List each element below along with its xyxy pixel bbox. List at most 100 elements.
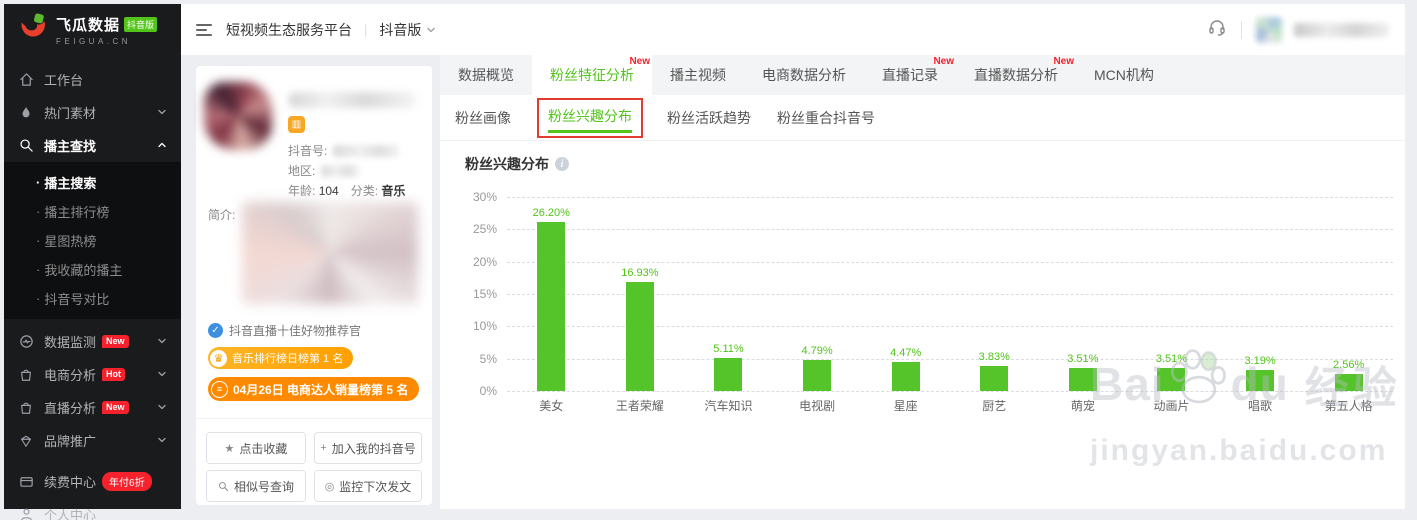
hot-badge: Hot	[102, 368, 126, 381]
bar-slot: 5.11%	[684, 197, 773, 391]
similar-account-button[interactable]: 相似号查询	[206, 470, 306, 502]
bar-美女[interactable]	[537, 221, 566, 391]
sidebar-item-workbench[interactable]: 工作台	[4, 63, 181, 96]
region-censored	[321, 164, 360, 177]
sidebar-item-renewal-center[interactable]: 续费中心 年付6折	[4, 465, 181, 498]
bar-唱歌[interactable]	[1246, 370, 1275, 391]
main-tabs: 数据概览 粉丝特征分析 New 播主视频 电商数据分析 直播记录 New 直播数…	[440, 55, 1405, 95]
chevron-down-icon	[157, 367, 167, 382]
monitor-post-button[interactable]: ◎ 监控下次发文	[314, 470, 422, 502]
bar-value-label: 3.51%	[1067, 353, 1099, 366]
headset-icon[interactable]	[1207, 17, 1227, 42]
verified-check-icon: ✓	[208, 323, 223, 338]
sidebar: 飞瓜数据 抖音版 FEIGUA.CN 工作台 热门素材 播主查找	[4, 4, 181, 520]
subtab-fan-portrait[interactable]: 粉丝画像	[455, 109, 511, 126]
star-icon: ★	[224, 442, 235, 455]
bar-动画片[interactable]	[1157, 368, 1186, 391]
sidebar-item-brand-promotion[interactable]: 品牌推广	[4, 424, 181, 457]
new-badge: New	[102, 401, 129, 414]
music-rank-badge[interactable]: ♛ 音乐排行榜日榜第 1 名	[208, 347, 354, 369]
sidebar-item-account-compare[interactable]: 抖音号对比	[4, 284, 181, 313]
bar-电视剧[interactable]	[803, 360, 832, 391]
top-header: 短视频生态服务平台 | 抖音版	[181, 4, 1405, 55]
bar-王者荣耀[interactable]	[625, 281, 654, 391]
subtab-fan-overlap[interactable]: 粉丝重合抖音号	[777, 109, 875, 126]
bar-value-label: 2.56%	[1333, 359, 1365, 372]
card-icon	[18, 474, 34, 490]
sales-rank-badge[interactable]: ≡ 04月26日 电商达人销量榜第 5 名	[208, 377, 420, 401]
x-label: 第五人格	[1324, 399, 1373, 413]
sidebar-item-favorite-streamers[interactable]: 我收藏的播主	[4, 255, 181, 284]
tab-fan-analysis[interactable]: 粉丝特征分析 New	[532, 55, 652, 95]
x-label: 汽车知识	[704, 399, 753, 413]
subtab-fan-activity[interactable]: 粉丝活跃趋势	[667, 109, 751, 126]
search-icon	[218, 481, 229, 492]
y-tick: 0%	[479, 384, 497, 398]
brand-logo[interactable]: 飞瓜数据 抖音版 FEIGUA.CN	[4, 4, 181, 55]
tab-live-records[interactable]: 直播记录 New	[882, 56, 954, 83]
y-tick: 20%	[472, 254, 497, 269]
bar-value-label: 3.19%	[1244, 355, 1276, 368]
sidebar-item-streamer-search[interactable]: 播主搜索	[4, 168, 181, 197]
user-name-censored[interactable]	[1294, 22, 1389, 37]
bar-厨艺[interactable]	[980, 366, 1009, 391]
bar-value-label: 5.11%	[713, 343, 744, 355]
bar-汽车知识[interactable]	[714, 358, 743, 391]
gridline	[507, 391, 1393, 392]
rank-list-icon: ≡	[211, 380, 228, 398]
x-label: 电视剧	[799, 399, 836, 413]
bar-slot: 3.83%	[950, 197, 1039, 391]
sidebar-item-personal-center[interactable]: 个人中心	[4, 498, 181, 520]
sidebar-item-live-analysis[interactable]: 直播分析 New	[4, 391, 181, 424]
fan-subtabs: 粉丝画像 粉丝兴趣分布 粉丝活跃趋势 粉丝重合抖音号	[440, 95, 1405, 141]
tab-ecommerce-data[interactable]: 电商数据分析	[762, 67, 846, 83]
level-badge-icon: ▥	[288, 116, 305, 133]
edition-selector[interactable]: 抖音版	[379, 20, 436, 40]
subtab-fan-interest-highlight[interactable]: 粉丝兴趣分布	[537, 97, 643, 138]
chevron-down-icon	[426, 22, 436, 38]
sidebar-item-streamer-ranking[interactable]: 播主排行榜	[4, 197, 181, 226]
bar-星座[interactable]	[891, 362, 920, 391]
home-icon	[18, 72, 34, 88]
tab-data-overview[interactable]: 数据概览	[458, 67, 514, 83]
sidebar-item-hot-material[interactable]: 热门素材	[4, 96, 181, 129]
bar-slot: 4.79%	[773, 197, 862, 391]
x-label: 星座	[893, 399, 918, 413]
chevron-down-icon	[157, 105, 167, 120]
bar-slot: 16.93%	[596, 197, 685, 391]
bar-第五人格[interactable]	[1334, 374, 1363, 391]
tab-mcn[interactable]: MCN机构	[1094, 67, 1154, 83]
chart-title: 粉丝兴趣分布 i	[465, 154, 569, 174]
favorite-button[interactable]: ★ 点击收藏	[206, 432, 306, 464]
tab-live-data-analysis[interactable]: 直播数据分析 New	[974, 56, 1074, 83]
y-tick: 30%	[472, 190, 497, 204]
region-row: 地区:	[288, 162, 360, 179]
discount-badge: 年付6折	[102, 472, 152, 491]
sidebar-item-streamer-search-group[interactable]: 播主查找	[4, 129, 181, 162]
info-icon[interactable]: i	[555, 157, 569, 171]
gridline	[507, 358, 1393, 360]
streamer-name-censored	[288, 92, 416, 108]
x-label: 王者荣耀	[615, 399, 664, 413]
sidebar-menu: 工作台 热门素材 播主查找 播主搜索 播主排行榜 星图热榜 我收藏的播主 抖音号…	[4, 55, 181, 520]
intro-label: 简介:	[208, 208, 236, 222]
header-vertical-divider	[1241, 20, 1242, 39]
sidebar-submenu: 播主搜索 播主排行榜 星图热榜 我收藏的播主 抖音号对比	[4, 162, 181, 319]
bar-萌宠[interactable]	[1068, 368, 1097, 391]
gem-icon	[18, 433, 34, 449]
y-tick: 15%	[472, 287, 497, 301]
tab-streamer-videos[interactable]: 播主视频	[670, 67, 726, 83]
user-avatar[interactable]	[1256, 16, 1282, 43]
add-account-button[interactable]: + 加入我的抖音号	[314, 432, 422, 464]
collapse-menu-icon[interactable]	[196, 23, 212, 36]
sidebar-item-ecommerce-analysis[interactable]: 电商分析 Hot	[4, 358, 181, 391]
bar-value-label: 4.47%	[890, 347, 922, 360]
header-divider: |	[364, 22, 368, 37]
crown-icon: ♛	[210, 349, 227, 367]
bar-value-label: 26.20%	[532, 206, 570, 219]
bar-slot: 3.51%	[1127, 197, 1216, 391]
sidebar-item-data-monitor[interactable]: 数据监测 New	[4, 325, 181, 358]
sidebar-item-star-chart[interactable]: 星图热榜	[4, 226, 181, 255]
gridline	[507, 229, 1393, 231]
bar-value-label: 3.83%	[978, 351, 1010, 364]
